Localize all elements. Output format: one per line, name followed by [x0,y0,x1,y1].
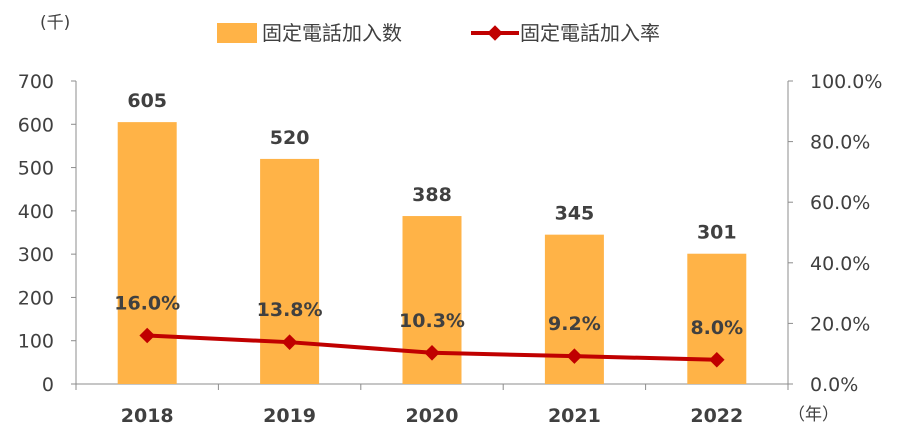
y-left-tick-label: 500 [18,158,54,180]
line-marker [139,327,155,344]
line-data-label: 8.0% [690,317,743,339]
y-right-tick-label: 100.0% [810,71,882,93]
y-left-tick-label: 100 [18,331,54,353]
y-left-tick-label: 600 [18,114,54,136]
y-left-ticks: 0 100 200 300 400 500 600 700 [18,71,76,396]
y-right-tick-label: 0.0% [810,374,858,396]
line-data-label: 16.0% [114,293,180,315]
line-data-label: 9.2% [548,313,601,335]
bar-data-label: 605 [127,90,167,112]
y-right-tick-label: 80.0% [810,132,870,154]
bar [117,122,177,384]
bar-data-label: 345 [555,203,595,225]
y-left-tick-label: 0 [42,374,54,396]
x-category-label: 2022 [690,405,743,427]
y-right-tick-label: 20.0% [810,313,870,335]
legend-bar-swatch [217,23,257,43]
line-data-label: 13.8% [257,299,323,321]
y-left-tick-label: 700 [18,71,54,93]
x-category-label: 2021 [548,405,601,427]
legend-line-marker [487,25,503,41]
y-left-tick-label: 200 [18,287,54,309]
y-right-tick-label: 60.0% [810,192,870,214]
x-category-label: 2018 [121,405,174,427]
bar [260,158,320,384]
y-right-tick-label: 40.0% [810,253,870,275]
x-category-label: 2019 [263,405,316,427]
y-left-unit-label: (千) [40,13,70,33]
x-unit-label: （年） [788,405,839,425]
legend-bar-label: 固定電話加入数 [262,21,402,45]
y-left-tick-label: 400 [18,201,54,223]
line-data-labels: 16.0% 13.8% 10.3% 9.2% 8.0% [114,293,743,339]
legend-line-label: 固定電話加入率 [520,21,660,45]
bar-data-label: 388 [412,184,452,206]
x-category-label: 2020 [406,405,459,427]
bar-data-label: 520 [270,127,310,149]
y-left-tick-label: 300 [18,244,54,266]
legend: 固定電話加入数 固定電話加入率 [217,21,660,45]
bar-series [117,122,747,384]
x-category-labels: 2018 2019 2020 2021 2022 [121,405,743,427]
bar-data-labels: 605 520 388 345 301 [127,90,736,244]
line-data-label: 10.3% [399,310,465,332]
y-right-ticks: 0.0% 20.0% 40.0% 60.0% 80.0% 100.0% [788,71,882,396]
bar-data-label: 301 [697,222,737,244]
